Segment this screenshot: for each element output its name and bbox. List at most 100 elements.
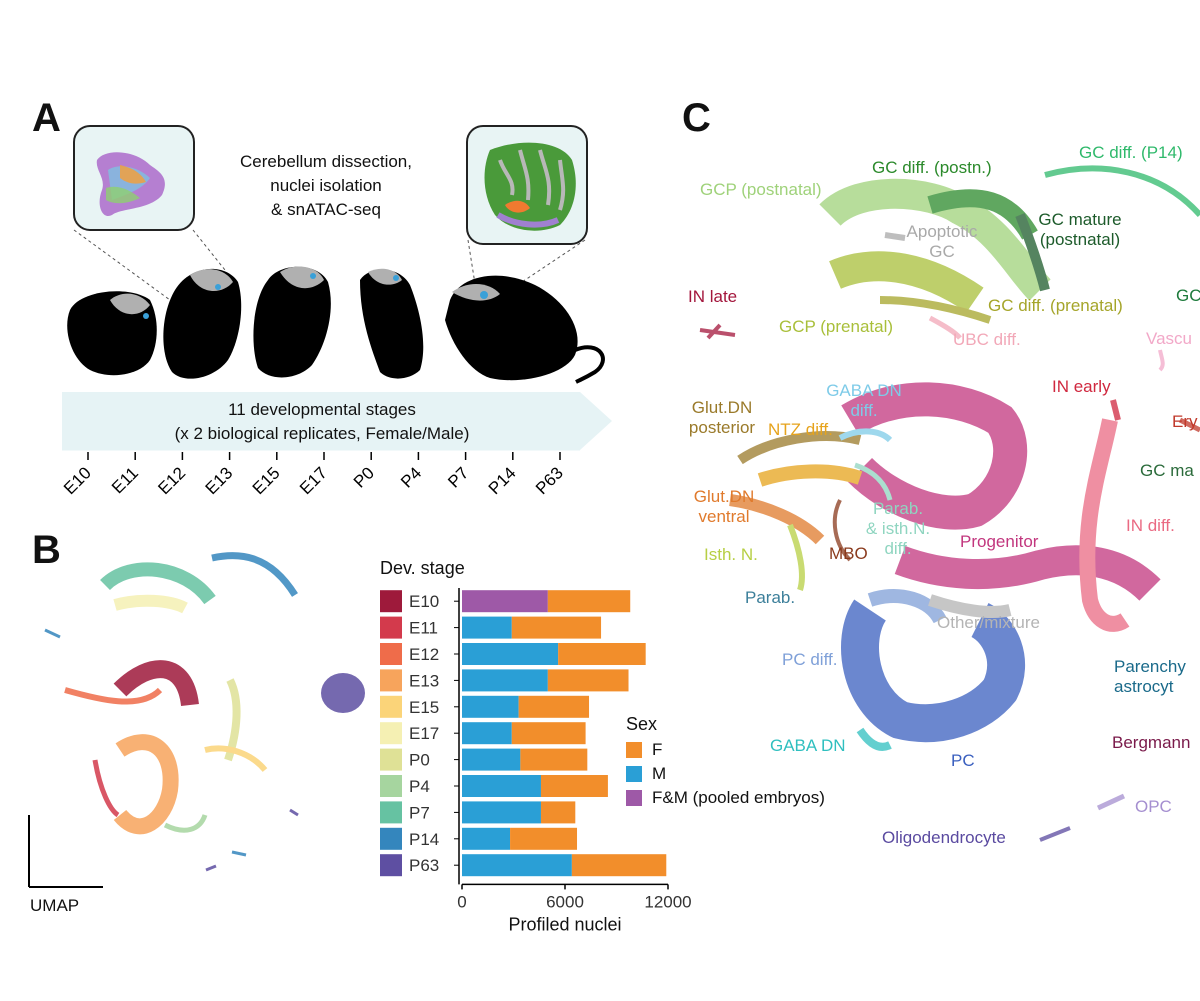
embryo-e13 <box>163 268 242 379</box>
stage-swatch <box>380 722 402 745</box>
cluster-gaba-dn-diff <box>838 428 893 443</box>
bar-segment-m <box>462 854 572 877</box>
stage-label: E15 <box>409 698 439 717</box>
stage-label: P14 <box>409 830 439 849</box>
stage-swatch <box>380 695 402 718</box>
label-progenitor: Progenitor <box>960 532 1039 551</box>
cluster-vascular <box>1158 349 1165 372</box>
umap-cluster-e17 <box>113 594 188 614</box>
label-glut-dn-ventral: Glut.DN ventral <box>693 487 755 526</box>
label-in-diff: IN diff. <box>1126 516 1175 535</box>
caption-line-3: & snATAC-seq <box>271 200 381 219</box>
cluster-pc <box>841 599 1026 743</box>
umap-cluster-e12 <box>64 687 163 705</box>
stage-label: P63 <box>409 856 439 875</box>
label-in-late: IN late <box>688 287 738 306</box>
bar-segment-f <box>547 590 631 613</box>
stages-arrow-line-2: (x 2 biological replicates, Female/Male) <box>174 424 470 443</box>
embryo-e17 <box>253 266 331 378</box>
dev-stage-legend-title: Dev. stage <box>380 558 465 578</box>
bar-segment-m <box>462 722 512 745</box>
connector-left-b <box>192 229 226 271</box>
cluster-in-diff <box>1079 418 1130 632</box>
label-vascular: Vascu <box>1146 329 1192 348</box>
cluster-ery <box>1178 417 1200 433</box>
bar-segment-m <box>462 748 521 771</box>
label-gcp-prenatal: GCP (prenatal) <box>779 317 894 336</box>
bar-segment-f <box>511 616 602 639</box>
label-other-mixture: Other/mixture <box>937 613 1040 632</box>
label-gcp-postnatal: GCP (postnatal) <box>700 180 822 199</box>
cluster-opc <box>1096 793 1126 811</box>
stages-arrow <box>62 392 612 450</box>
stage-swatch <box>380 801 402 824</box>
stage-swatch <box>380 590 402 613</box>
umap-cluster-e15 <box>204 745 268 773</box>
stages-arrow-line-1: 11 developmental stages <box>228 400 416 419</box>
cluster-glut-dn-ventral <box>729 494 825 545</box>
cluster-other-mixture <box>928 594 1012 618</box>
label-gc-ma: GC ma <box>1140 461 1194 480</box>
cluster-in-early <box>1110 399 1121 421</box>
label-apoptotic-gc: Apoptotic GC <box>906 222 978 261</box>
sex-swatch-f <box>626 742 642 758</box>
sex-legend-f: F <box>652 740 663 759</box>
panel-b-letter: B <box>32 528 61 572</box>
bar-segment-f <box>540 801 576 824</box>
cluster-in-late <box>699 323 736 340</box>
embryo-e10 <box>67 291 157 376</box>
panel-a-letter: A <box>32 96 61 140</box>
umap-cluster-e10 <box>113 660 199 707</box>
label-pc: PC <box>951 751 975 770</box>
label-gc-diff-prenatal: GC diff. (prenatal) <box>988 296 1123 315</box>
label-opc: OPC <box>1135 797 1172 816</box>
bar-segment-f <box>511 722 586 745</box>
cluster-gc-diff-p14 <box>1044 165 1200 217</box>
label-glut-dn-posterior: Glut.DN posterior <box>688 398 756 437</box>
stage-swatch <box>380 748 402 771</box>
caption-line-2: nuclei isolation <box>270 176 382 195</box>
bar-segment-f <box>518 695 590 718</box>
umap-cluster-p4 <box>163 814 208 833</box>
label-gc-cut: GC <box>1176 286 1200 305</box>
stage-swatch <box>380 643 402 665</box>
cluster-progenitor <box>841 382 1028 530</box>
label-gc-diff-p14: GC diff. (P14) <box>1079 143 1183 162</box>
label-in-early: IN early <box>1052 377 1111 396</box>
caption-line-1: Cerebellum dissection, <box>240 152 412 171</box>
label-ntz-diff: NTZ diff. <box>768 420 833 439</box>
label-oligodendrocyte: Oligodendrocyte <box>882 828 1006 847</box>
cluster-gcp-postnatal <box>819 178 1051 301</box>
connector-left-a <box>73 229 171 301</box>
stage-label: E17 <box>409 724 439 743</box>
label-gaba-dn-diff: GABA DN diff. <box>826 381 902 420</box>
sex-legend-title: Sex <box>626 714 658 734</box>
x-tick-label: 0 <box>457 892 466 911</box>
bar-segment-m <box>462 643 559 665</box>
x-tick-label: 6000 <box>546 892 584 911</box>
cluster-gaba-dn <box>856 727 892 751</box>
label-gc-diff-postn: GC diff. (postn.) <box>872 158 992 177</box>
bar-segment-f <box>571 854 667 877</box>
umap-cluster-p7 <box>100 562 216 605</box>
label-gc-mature-postnatal: GC mature (postnatal) <box>1038 210 1122 249</box>
label-gaba-dn: GABA DN <box>770 736 846 755</box>
cluster-gc-mature <box>1015 213 1050 292</box>
cluster-oligodendrocyte <box>1039 826 1071 842</box>
sex-swatch-fm <box>626 790 642 806</box>
umap-cluster-e13 <box>113 734 179 835</box>
bar-segment-m <box>462 616 512 639</box>
stage-swatch <box>380 854 402 877</box>
stage-label: E10 <box>409 592 439 611</box>
stage-swatch <box>380 827 402 850</box>
sex-legend-m: M <box>652 764 667 783</box>
stage-label: P4 <box>409 777 430 796</box>
cluster-pc-diff <box>867 589 947 624</box>
x-axis-label: Profiled nuclei <box>508 914 621 934</box>
x-tick-label: 12000 <box>644 892 691 911</box>
bar-segment-m <box>462 669 548 692</box>
stage-label: E13 <box>409 671 439 690</box>
